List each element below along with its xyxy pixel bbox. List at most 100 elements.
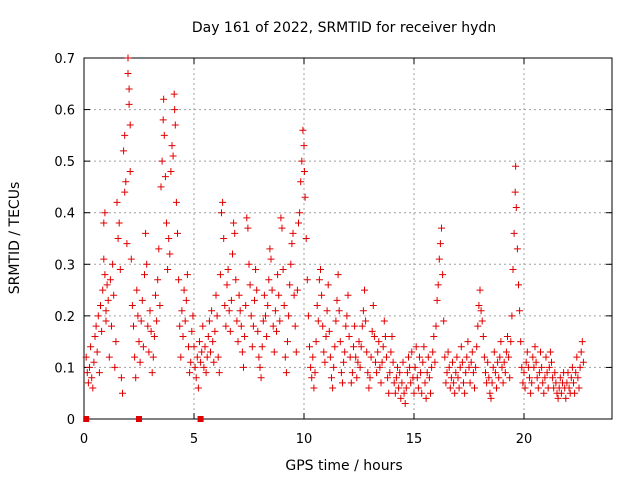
data-point: [424, 353, 432, 361]
data-point: [390, 379, 398, 387]
data-point: [144, 322, 152, 330]
data-point: [576, 363, 584, 371]
data-point: [436, 240, 444, 248]
data-point: [475, 302, 483, 310]
data-point: [495, 374, 503, 382]
data-point: [102, 307, 110, 315]
data-point: [193, 353, 201, 361]
data-point: [394, 363, 401, 371]
data-point: [488, 379, 496, 387]
data-point: [579, 358, 587, 366]
data-point: [373, 369, 381, 377]
data-point: [234, 338, 242, 346]
data-point: [359, 307, 367, 315]
data-point: [384, 374, 392, 382]
data-point: [280, 302, 288, 310]
data-point: [267, 255, 275, 263]
data-point: [128, 302, 136, 310]
x-tick-label: 15: [406, 432, 423, 447]
data-point: [490, 348, 498, 356]
data-point: [82, 353, 90, 361]
data-point: [122, 178, 130, 186]
data-point: [113, 198, 121, 206]
data-point: [554, 394, 562, 402]
data-points: [82, 54, 587, 408]
data-point: [124, 54, 132, 62]
data-point: [214, 353, 222, 361]
data-point: [295, 219, 302, 227]
data-point: [519, 379, 527, 387]
data-point: [372, 358, 379, 366]
data-point: [87, 343, 95, 351]
data-point: [119, 389, 126, 397]
data-point: [323, 307, 331, 315]
data-point: [355, 338, 363, 346]
data-point: [174, 229, 181, 237]
data-point: [160, 95, 168, 103]
data-point: [326, 353, 334, 361]
data-point: [516, 307, 524, 315]
data-point: [479, 332, 487, 340]
data-point: [456, 363, 464, 371]
data-point: [361, 286, 368, 294]
data-point: [125, 85, 133, 93]
data-point: [523, 348, 531, 356]
data-point: [454, 374, 462, 382]
data-point: [158, 157, 166, 165]
data-point: [465, 363, 473, 371]
data-point: [291, 322, 299, 330]
data-point: [345, 332, 353, 340]
data-point: [440, 317, 448, 325]
data-point: [102, 317, 110, 325]
data-point: [105, 353, 113, 361]
data-point: [539, 379, 547, 387]
data-point: [110, 291, 118, 299]
data-point: [196, 338, 203, 346]
data-point: [527, 389, 535, 397]
data-point: [387, 348, 395, 356]
data-point: [299, 126, 307, 134]
data-point: [443, 369, 451, 377]
data-point: [578, 338, 586, 346]
data-point: [134, 312, 142, 320]
data-point: [232, 276, 240, 284]
data-point: [439, 271, 447, 279]
data-point: [343, 312, 351, 320]
data-point: [212, 291, 220, 299]
data-point: [574, 374, 582, 382]
data-point: [447, 374, 455, 382]
data-point: [352, 353, 360, 361]
data-point: [253, 286, 261, 294]
data-point: [331, 343, 339, 351]
data-point: [432, 322, 440, 330]
data-point: [532, 358, 540, 366]
data-point: [95, 369, 103, 377]
data-point: [312, 338, 320, 346]
data-point: [246, 281, 254, 289]
data-point: [191, 363, 199, 371]
data-point: [219, 198, 227, 206]
data-point: [138, 296, 146, 304]
data-point: [342, 322, 350, 330]
data-point: [567, 374, 575, 382]
data-point: [420, 343, 428, 351]
data-point: [109, 260, 117, 268]
data-point: [279, 265, 287, 273]
data-point: [169, 152, 177, 160]
chart-title: Day 161 of 2022, SRMTID for receiver hyd…: [192, 20, 496, 36]
data-point: [297, 178, 305, 186]
data-point: [282, 369, 290, 377]
data-point: [485, 374, 493, 382]
data-point: [474, 322, 482, 330]
data-point: [106, 276, 114, 284]
data-point: [441, 353, 449, 361]
data-point: [546, 348, 554, 356]
data-point: [385, 389, 393, 397]
data-point: [116, 265, 124, 273]
data-point: [457, 343, 465, 351]
data-point: [400, 389, 408, 397]
data-point: [186, 369, 194, 377]
data-point: [374, 348, 382, 356]
data-point: [405, 353, 412, 361]
data-point: [248, 343, 256, 351]
